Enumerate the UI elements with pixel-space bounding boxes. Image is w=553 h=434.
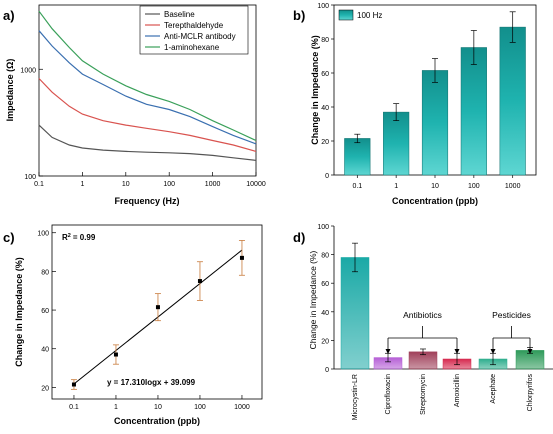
bar-b <box>344 138 371 176</box>
plot-frame-a <box>38 4 257 177</box>
concentration-bar-chart: 0 20 40 60 80 100 0.1 1 10 100 1000 100 Hz Concent… <box>310 3 537 206</box>
bar-b <box>499 26 526 176</box>
x-tick-label-b: 1000 <box>505 183 521 190</box>
x-tick-label-a: 10000 <box>246 181 266 188</box>
x-tick-label-b: 10 <box>431 183 439 190</box>
y-tick-label-d: 60 <box>321 281 329 288</box>
y-tick-label-c: 40 <box>41 347 49 354</box>
y-axis-title-c: Change in Impedance (%) <box>14 257 24 367</box>
selectivity-bar-chart: 0 20 40 60 80 100 Microcystin-LR Ciprofloxacin S… <box>308 224 553 420</box>
x-tick-label-d: Amoxicillin <box>454 374 461 407</box>
x-tick-label-d: Ciprofloxacin <box>385 374 392 415</box>
y-tick-label-c: 100 <box>37 231 49 238</box>
panel-label-d: d) <box>293 230 305 245</box>
y-tick-label-c: 60 <box>41 308 49 315</box>
y-tick-label-d: 20 <box>321 338 329 345</box>
data-point-c <box>239 255 244 260</box>
y-axis-title-a: Impedance (Ω) <box>5 59 15 122</box>
x-tick-label-b: 100 <box>468 183 480 190</box>
x-tick-label-b: 1 <box>394 183 398 190</box>
data-point-c <box>113 352 118 357</box>
x-tick-label-a: 100 <box>163 181 175 188</box>
x-tick-label-d: Acephate <box>490 374 497 404</box>
y-tick-label-d: 100 <box>317 224 329 231</box>
bar-b <box>383 111 410 176</box>
group-arrow-head <box>454 349 460 354</box>
series-line-a-0 <box>38 124 257 161</box>
y-tick-label-b: 60 <box>321 71 329 78</box>
panel-label-c: c) <box>3 230 15 245</box>
fit-equation-label: y = 17.310logx + 39.099 <box>107 378 196 387</box>
y-tick-label-a: 1000 <box>20 67 36 74</box>
panel-label-a: a) <box>3 8 15 23</box>
legend-swatch-100hz <box>338 9 354 21</box>
y-tick-label-b: 40 <box>321 105 329 112</box>
legend-label-100hz: 100 Hz <box>357 11 382 20</box>
x-tick-label-a: 1000 <box>205 181 221 188</box>
bar-b <box>460 47 487 176</box>
x-tick-label-d: Streptomycin <box>420 374 427 415</box>
legend-label-aminohexane: 1-aminohexane <box>164 43 220 52</box>
y-tick-label-b: 0 <box>325 173 329 180</box>
y-axis-title-d: Change in Impedance (%) <box>308 250 318 349</box>
group-arrow-head <box>490 349 496 354</box>
y-tick-label-b: 20 <box>321 139 329 146</box>
y-tick-label-b: 100 <box>317 3 329 10</box>
y-tick-label-b: 80 <box>321 37 329 44</box>
x-tick-label-c: 100 <box>194 404 206 411</box>
data-point-c <box>197 279 202 284</box>
x-tick-label-a: 1 <box>80 181 84 188</box>
x-axis-title-c: Concentration (ppb) <box>114 416 200 426</box>
y-tick-label-d: 80 <box>321 253 329 260</box>
calibration-scatter-chart: 0.1 1 10 100 1000 20 40 60 80 100 R2 = 0.99 y = 17… <box>14 224 263 426</box>
group-arrow-head <box>385 349 391 354</box>
legend-label-terepthaldehyde: Terepthaldehyde <box>164 21 224 30</box>
y-tick-label-c: 80 <box>41 269 49 276</box>
y-tick-label-c: 20 <box>41 385 49 392</box>
x-tick-label-d: Microcystin-LR <box>352 374 359 420</box>
x-tick-label-d: Chlorpyrifos <box>527 374 534 412</box>
panel-label-b: b) <box>293 8 305 23</box>
y-tick-label-d: 40 <box>321 310 329 317</box>
group-label: Antibiotics <box>403 310 442 320</box>
x-tick-label-a: 10 <box>122 181 130 188</box>
legend-label-baseline: Baseline <box>164 10 195 19</box>
x-tick-label-c: 0.1 <box>69 404 79 411</box>
x-tick-label-c: 1 <box>114 404 118 411</box>
legend-label-antibody: Anti-MCLR antibody <box>164 32 236 41</box>
series-line-a-1 <box>38 78 257 152</box>
x-tick-label-a: 0.1 <box>34 181 44 188</box>
legend-b: 100 Hz <box>338 9 382 21</box>
x-tick-label-c: 10 <box>154 404 162 411</box>
y-tick-label-d: 0 <box>325 367 329 374</box>
r-squared-label: R2 = 0.99 <box>62 233 96 242</box>
x-tick-label-c: 1000 <box>234 404 250 411</box>
y-axis-title-b: Change in Impedance (%) <box>310 35 320 145</box>
bar-b <box>421 70 449 176</box>
x-tick-label-b: 0.1 <box>352 183 362 190</box>
x-axis-title-a: Frequency (Hz) <box>114 196 179 206</box>
y-tick-label-a: 100 <box>24 174 36 181</box>
series-line-a-2 <box>38 30 257 145</box>
bar-d <box>340 257 370 370</box>
plot-frame-c <box>51 224 263 400</box>
legend-a: Baseline Terepthaldehyde Anti-MCLR antib… <box>139 5 249 55</box>
series-line-a-3 <box>38 10 257 142</box>
data-point-c <box>155 305 160 310</box>
x-axis-title-b: Concentration (ppb) <box>392 196 478 206</box>
group-arrow-head <box>527 349 533 354</box>
data-point-c <box>71 382 76 387</box>
impedance-frequency-chart: 0.1 1 10 100 1000 10000 100 1000 Baseline Terep… <box>5 4 266 206</box>
group-label: Pesticides <box>492 310 531 320</box>
